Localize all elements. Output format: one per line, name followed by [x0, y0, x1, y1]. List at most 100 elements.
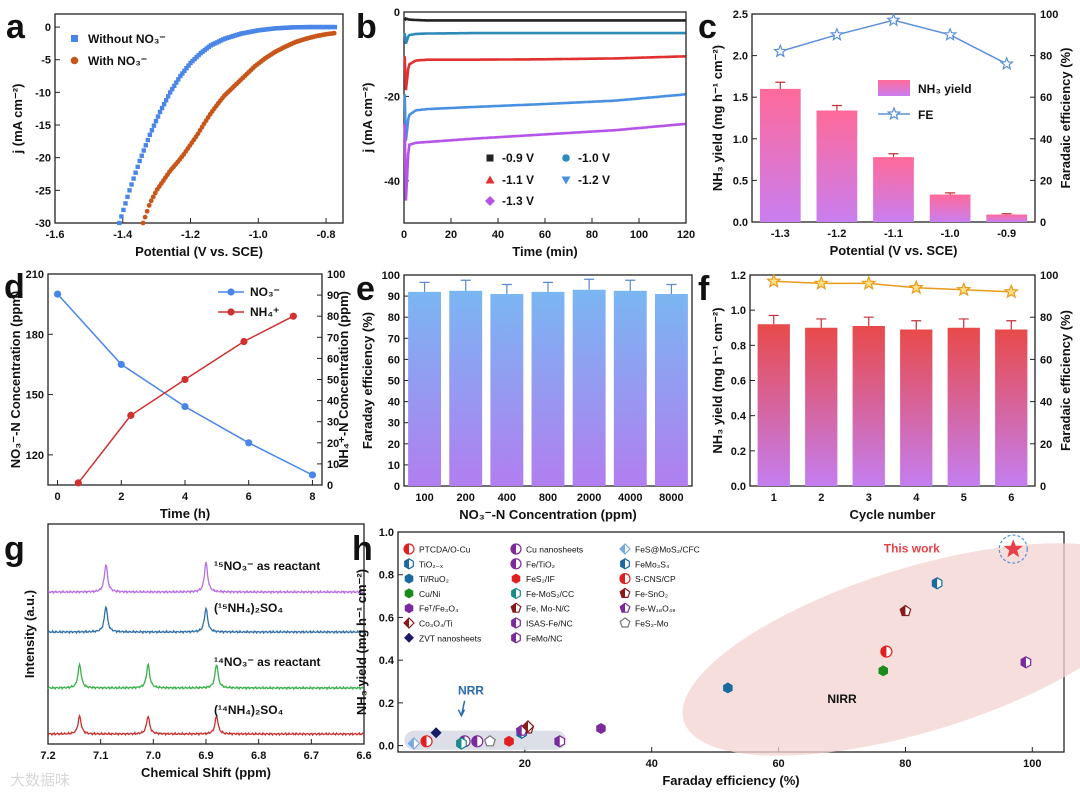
data-point [123, 201, 128, 206]
data-point [332, 24, 338, 30]
y2-tick-label: 20 [1040, 439, 1052, 451]
x-axis-title: Faraday efficiency (%) [662, 773, 799, 788]
x-tick-label: 20 [445, 229, 457, 241]
nirr-region [682, 543, 1080, 756]
data-point [619, 617, 631, 628]
error-bar [863, 316, 874, 326]
y-tick-label: -15 [35, 120, 51, 132]
spectrum-label: ¹⁴NO₃⁻ as reactant [214, 655, 321, 669]
panel-h: h 20 40 60 80 100 0.0 0.2 0.4 0.6 0.8 1.0 Faraday ef… [352, 527, 1080, 788]
error-bar [911, 320, 922, 330]
panel-g: g 7.2 7.1 7.0 6.9 6.8 6.7 6.6 Chemical Shift (pp… [4, 523, 372, 780]
x-tick-label: 6 [246, 491, 252, 503]
x-tick-label: 6.6 [356, 750, 371, 762]
bar [531, 291, 565, 486]
x-axis-title: Chemical Shift (ppm) [141, 765, 271, 780]
y2-tick-label: 30 [327, 417, 339, 429]
legend-marker [485, 196, 495, 206]
x-tick-label: 200 [457, 492, 475, 504]
spectrum-line [47, 713, 364, 737]
x-tick-label: 800 [539, 492, 557, 504]
bar [947, 327, 980, 486]
legend-label: FeMo/NC [526, 633, 562, 643]
y-tick-label: 0.2 [731, 446, 746, 458]
data-point [245, 439, 253, 447]
marker-halo [998, 534, 1028, 564]
legend-label: FeMo₃S₄ [635, 559, 670, 569]
panel-c: c -1.3 -1.2 -1.1 -1.0 -0.9 0.0 0.5 1.0 1.5 2.0 2.5 0… [698, 8, 1073, 258]
legend-marker [227, 288, 235, 296]
y-axis-title: NH₃ yield (mg h⁻¹ cm⁻²) [710, 307, 725, 453]
x-tick-label: 0 [401, 229, 407, 241]
this-work-annotation: This work [884, 541, 940, 555]
y2-axis-title: Faradaic efficiency (%) [1058, 48, 1073, 189]
plot-frame [749, 274, 1036, 487]
legend-label: With NO₃⁻ [88, 54, 147, 68]
y-tick-label: 0.6 [731, 376, 746, 388]
data-point [331, 30, 337, 36]
legend-label: Without NO₃⁻ [88, 32, 166, 46]
panel-label: h [352, 530, 373, 568]
x-tick-label: 40 [492, 229, 504, 241]
series-line [403, 17, 686, 22]
x-tick-label: -1.0 [941, 228, 960, 240]
data-point [125, 194, 130, 200]
data-point [596, 723, 606, 734]
data-point [127, 188, 132, 193]
y-tick-label: 150 [26, 390, 44, 402]
watermark: 大数据味 [10, 772, 70, 789]
fe-marker [773, 43, 788, 58]
error-bar [768, 314, 779, 325]
legend-label: NH₄⁺ [250, 305, 279, 319]
bar [900, 329, 933, 486]
fe-line [780, 19, 1008, 65]
data-point-fill [511, 558, 516, 569]
data-point [404, 632, 414, 643]
spectrum-label: (¹⁵NH₄)₂SO₄ [214, 601, 283, 615]
plot-frame [47, 523, 365, 745]
panel-label: c [698, 8, 717, 46]
y2-tick-label: 100 [1040, 9, 1058, 21]
x-tick-label: -1.4 [113, 229, 133, 241]
data-point [133, 170, 138, 175]
y2-tick-label: 40 [327, 396, 339, 408]
data-point [149, 128, 155, 133]
x-tick-label: 400 [498, 492, 516, 504]
error-bar [584, 278, 595, 290]
bar [759, 88, 801, 222]
fe-marker [829, 27, 845, 42]
x-tick-label: 7.1 [93, 750, 108, 762]
y2-tick-label: 20 [1040, 175, 1052, 187]
x-tick-label: 6.7 [304, 750, 319, 762]
x-tick-label: 4 [913, 492, 920, 504]
bar [408, 291, 442, 486]
panel-label: f [698, 270, 710, 308]
x-tick-label: 100 [630, 229, 648, 241]
y-tick-label: 0.2 [379, 698, 394, 710]
data-point [504, 735, 514, 747]
legend-marker [886, 106, 902, 121]
data-point-fill [880, 646, 887, 658]
y-tick-label: 2.5 [733, 9, 748, 21]
x-axis-title: Cycle number [850, 507, 936, 522]
plot-frame [403, 11, 687, 224]
error-bar [543, 281, 553, 292]
y-tick-label: 100 [382, 270, 400, 282]
data-point [181, 403, 189, 411]
panel-label: a [6, 8, 26, 46]
data-point [430, 727, 442, 739]
x-tick-label: -1.6 [46, 229, 65, 241]
legend-marker [562, 154, 570, 162]
bar [852, 325, 885, 486]
legend-label: Fe-SnO₂ [635, 589, 668, 599]
legend-label: -1.0 V [578, 151, 610, 165]
bar [654, 293, 688, 486]
x-tick-label: -1.3 [771, 228, 790, 240]
y-tick-label: 1.5 [733, 92, 748, 104]
data-point [176, 77, 181, 82]
legend-marker [486, 154, 494, 162]
data-point [181, 375, 189, 384]
panel-a: a -1.6 -1.4 -1.2 -1.0 -0.8 0 -5 -10 -15 -20 -25 -30 P… [6, 8, 344, 259]
y-tick-label: 0 [394, 7, 400, 19]
y2-axis-title: NH₄⁺-N Concentration (ppm) [336, 291, 351, 468]
